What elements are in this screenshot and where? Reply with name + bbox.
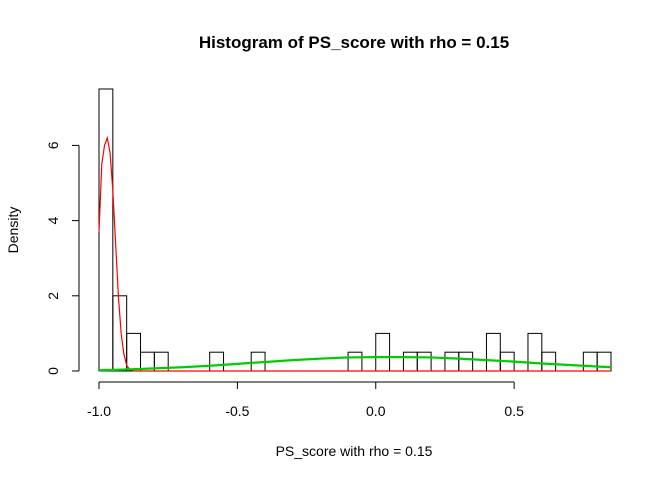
y-tick-label: 6 xyxy=(45,141,61,149)
histogram-bar xyxy=(582,351,598,372)
y-tick-label: 4 xyxy=(45,216,61,224)
y-axis: 0 2 4 6 xyxy=(45,141,80,375)
histogram-bar xyxy=(402,351,418,372)
histogram-bar xyxy=(527,332,543,372)
histogram-bar xyxy=(416,351,432,372)
histogram-bar xyxy=(126,332,142,372)
histogram-bar xyxy=(98,88,114,372)
y-tick-label: 2 xyxy=(45,292,61,300)
x-tick-label: -1.0 xyxy=(87,403,111,419)
histogram-bars xyxy=(98,88,612,372)
red-density-curve xyxy=(98,135,611,372)
x-axis: -1.0 -0.5 0.0 0.5 xyxy=(87,381,524,419)
chart-title: Histogram of PS_score with rho = 0.15 xyxy=(199,33,509,52)
histogram-bar xyxy=(541,351,557,372)
x-tick-label: 0.5 xyxy=(504,403,524,419)
y-axis-label: Density xyxy=(5,207,21,254)
x-axis-label: PS_score with rho = 0.15 xyxy=(276,443,433,459)
histogram-bar xyxy=(458,351,474,372)
x-tick-label: 0.0 xyxy=(366,403,386,419)
green-density-curve xyxy=(98,355,612,372)
density-curves xyxy=(98,135,612,372)
histogram-bar xyxy=(444,351,460,372)
histogram-bar xyxy=(375,332,391,372)
histogram-bar xyxy=(347,351,363,372)
y-tick-label: 0 xyxy=(45,367,61,375)
histogram-bar xyxy=(485,332,501,372)
x-tick-label: -0.5 xyxy=(225,403,249,419)
histogram-bar xyxy=(209,351,225,372)
